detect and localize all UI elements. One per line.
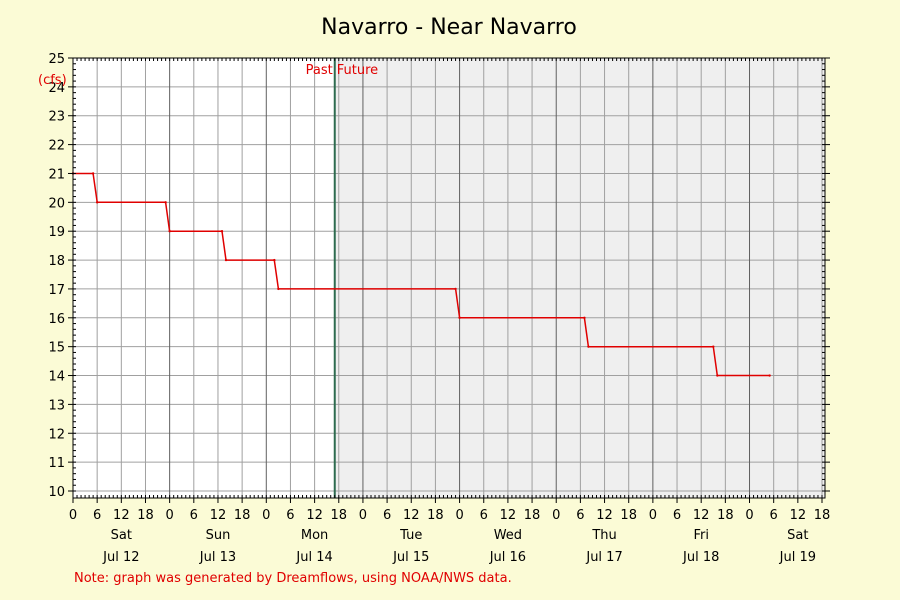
y-tick-label: 21 [48, 167, 65, 182]
x-tick-label: 6 [190, 508, 198, 523]
x-tick-label: 18 [331, 508, 348, 523]
day-label: Wed [494, 528, 522, 543]
data-point [583, 316, 586, 319]
y-tick-label: 12 [48, 427, 65, 442]
x-tick-label: 12 [500, 508, 517, 523]
x-tick-label: 12 [306, 508, 323, 523]
x-tick-label: 12 [790, 508, 807, 523]
data-point [587, 345, 590, 348]
x-tick-label: 6 [286, 508, 294, 523]
x-tick-label: 0 [166, 508, 174, 523]
x-tick-label: 6 [770, 508, 778, 523]
day-label: Fri [693, 528, 709, 543]
day-label: Sat [787, 528, 808, 543]
plot-frame [72, 57, 826, 499]
x-tick-label: 6 [93, 508, 101, 523]
x-tick-label: 6 [673, 508, 681, 523]
date-label: Jul 12 [102, 550, 139, 565]
data-point [91, 172, 95, 175]
x-tick-label: 18 [427, 508, 444, 523]
data-point [273, 258, 276, 262]
y-tick-label: 15 [48, 341, 65, 356]
past-region [73, 58, 335, 498]
x-tick-label: 18 [620, 508, 637, 523]
y-tick-label: 13 [48, 398, 65, 413]
day-label: Tue [399, 528, 422, 543]
axes: 10 11 12 13 14 15 16 17 18 19 20 21 22 23 24 25 0 6 12 18 0 6… [48, 52, 830, 565]
x-tick-label: 0 [552, 508, 560, 523]
date-label: Jul 19 [779, 550, 816, 565]
x-tick-label: 18 [814, 508, 831, 523]
y-tick-label: 22 [48, 139, 65, 154]
data-point [716, 374, 719, 377]
y-tick-label: 10 [48, 485, 65, 500]
x-tick-label: 0 [262, 508, 270, 523]
future-label: Future [337, 63, 378, 78]
date-label: Jul 17 [585, 550, 622, 565]
y-tick-label: 19 [48, 225, 65, 240]
y-tick-label: 24 [48, 81, 65, 96]
past-label: Past [306, 63, 333, 78]
x-tick-label: 0 [359, 508, 367, 523]
x-tick-label: 12 [210, 508, 227, 523]
date-label: Jul 16 [489, 550, 526, 565]
data-point [168, 230, 171, 233]
plot-area: Past Future [71, 57, 825, 498]
day-label: Mon [301, 528, 328, 543]
y-tick-label: 20 [48, 196, 65, 211]
x-tick-label: 12 [596, 508, 613, 523]
x-tick-label: 18 [234, 508, 251, 523]
x-tick-label: 12 [693, 508, 710, 523]
x-tick-label: 18 [717, 508, 734, 523]
data-point [458, 316, 461, 319]
footnote: Note: graph was generated by Dreamflows,… [74, 571, 512, 586]
x-tick-label: 18 [137, 508, 154, 523]
y-tick-label: 23 [48, 110, 65, 125]
future-region [334, 58, 825, 498]
x-tick-label: 18 [524, 508, 541, 523]
x-tick-label: 6 [576, 508, 584, 523]
data-point [712, 345, 715, 348]
data-point [220, 230, 224, 233]
y-axis-label: (cfs) [38, 73, 67, 88]
chart-title: Navarro - Near Navarro [321, 15, 577, 40]
x-tick-label: 0 [649, 508, 657, 523]
x-tick-label: 6 [480, 508, 488, 523]
date-label: Jul 18 [682, 550, 719, 565]
x-tick-label: 0 [69, 508, 77, 523]
x-tick-label: 6 [383, 508, 391, 523]
day-label: Sun [206, 528, 231, 543]
y-tick-label: 11 [48, 456, 65, 471]
day-label: Thu [591, 528, 616, 543]
y-tick-label: 17 [48, 283, 65, 298]
data-point [95, 201, 99, 204]
x-tick-label: 12 [113, 508, 130, 523]
y-tick-label: 18 [48, 254, 65, 269]
series-line [73, 172, 770, 377]
day-label: Sat [111, 528, 132, 543]
y-tick-label: 25 [48, 52, 65, 67]
x-tick-label: 0 [745, 508, 753, 523]
data-point [224, 258, 228, 262]
date-label: Jul 13 [199, 550, 236, 565]
data-point [454, 287, 457, 291]
date-label: Jul 14 [295, 550, 332, 565]
date-label: Jul 15 [392, 550, 429, 565]
data-point [768, 374, 771, 377]
data-point [277, 287, 280, 291]
y-tick-label: 16 [48, 312, 65, 327]
y-tick-label: 14 [48, 370, 65, 385]
x-tick-label: 12 [403, 508, 420, 523]
x-tick-label: 0 [455, 508, 463, 523]
data-point [164, 201, 167, 204]
